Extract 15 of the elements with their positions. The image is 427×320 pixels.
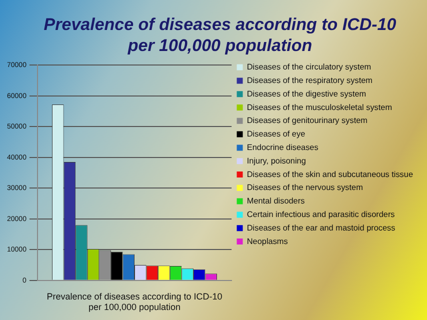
legend-label: Diseases of the respiratory system xyxy=(246,76,373,85)
legend-label: Diseases of the digestive system xyxy=(246,89,366,98)
legend-label: Diseases of the circulatory system xyxy=(246,62,372,72)
legend-label: Diseases of the nervous system xyxy=(246,183,364,192)
legend-label: Neoplasms xyxy=(246,236,288,246)
chart-title: Prevalence of diseases according to ICD-10 per 100,000 population xyxy=(42,14,398,56)
legend-label: Endocrine diseases xyxy=(246,142,318,152)
legend-label: Diseases of eye xyxy=(246,130,306,139)
legend-label: Injury, poisoning xyxy=(246,156,306,166)
legend-label: Diseases of genitourinary system xyxy=(246,116,368,126)
legend-label: Mental disoders xyxy=(246,196,305,206)
legend-label: Diseases of the skin and subcutaneous tissue xyxy=(246,170,414,179)
legend-label: Diseases of the musculoskeletal system xyxy=(246,102,392,112)
legend-label: Certain infectious and parasitic disorders xyxy=(246,210,395,219)
legend-label: Diseases of the ear and mastoid process xyxy=(246,223,396,232)
